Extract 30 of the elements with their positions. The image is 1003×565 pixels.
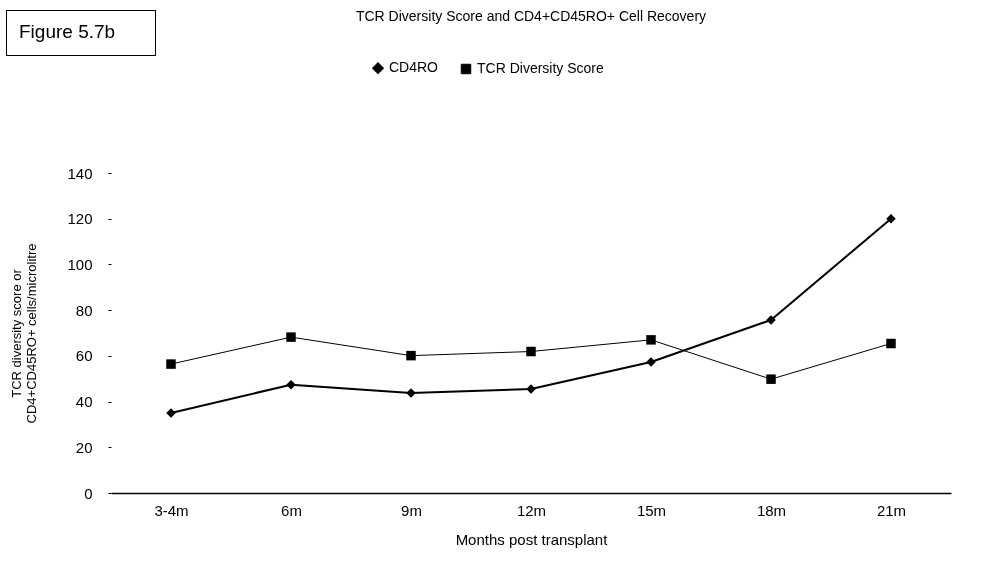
point: [766, 374, 776, 384]
y-tick-label: 60: [75, 347, 93, 365]
point: [646, 335, 656, 345]
y-tick-label: 0: [84, 484, 93, 502]
x-tick-label: 3-4m: [154, 501, 189, 519]
x-tick-label: 21m: [876, 501, 907, 519]
y-tick-label: 80: [75, 301, 93, 319]
point: [886, 338, 896, 349]
legend-label: CD4RO: [389, 59, 439, 76]
y-tick-label: 120: [67, 210, 93, 228]
chart-title: TCR Diversity Score and CD4+CD45RO+ Cell Recovery: [355, 8, 707, 24]
point: [166, 359, 176, 369]
y-tick-label: 40: [75, 393, 93, 411]
x-axis-title: Months post transplant: [455, 530, 609, 548]
point: [406, 350, 416, 361]
point: [286, 332, 296, 342]
x-tick-label: 12m: [516, 501, 547, 519]
point: [526, 346, 536, 357]
x-tick-label: 18m: [756, 501, 787, 519]
point: [886, 213, 896, 224]
point: [286, 379, 296, 390]
y-axis-title: TCR diversity score or CD4+CD45RO+ cells/microlitre: [9, 243, 40, 424]
caption: Figure 5.7b: [6, 10, 157, 56]
legend-label: TCR Diversity Score: [477, 60, 605, 76]
x-tick-label: 9m: [401, 501, 422, 519]
x-tick-label: 15m: [636, 501, 667, 519]
x-tick-label: 6m: [281, 501, 302, 519]
y-tick-label: 140: [67, 164, 93, 182]
y-tick-label: 20: [75, 438, 93, 456]
y-tick-label: 100: [67, 255, 93, 273]
